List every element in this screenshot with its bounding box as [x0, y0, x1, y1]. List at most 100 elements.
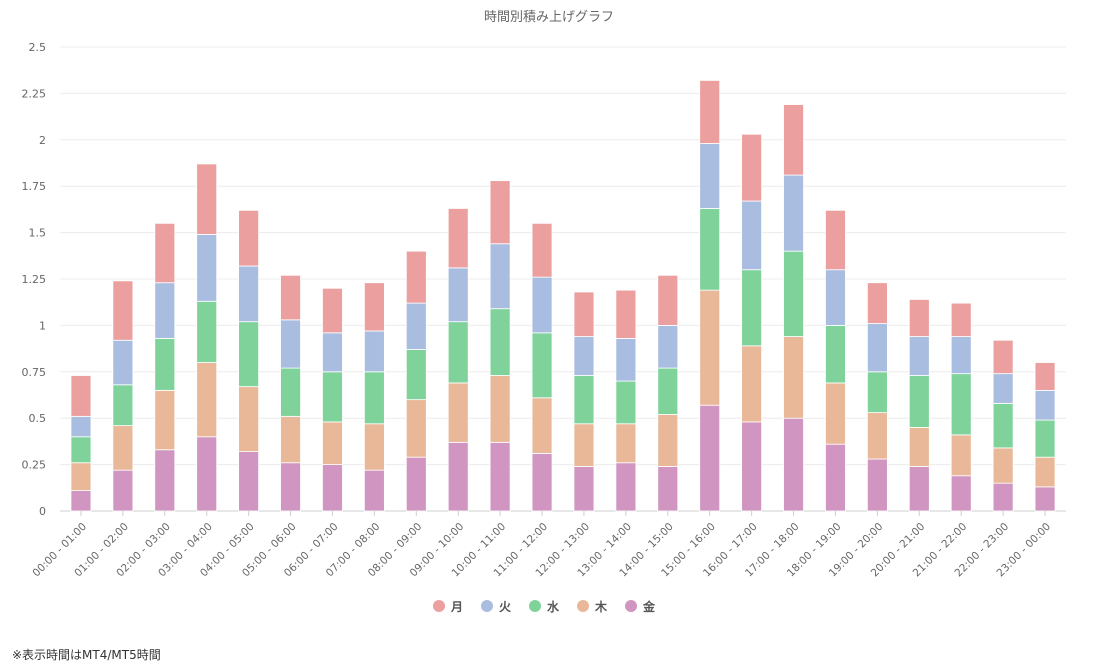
bar-segment[interactable] [866, 458, 888, 512]
bar-segment[interactable] [992, 373, 1014, 404]
bar-stack[interactable] [447, 208, 469, 512]
bar-stack[interactable] [322, 287, 343, 512]
bar-segment[interactable] [1034, 456, 1056, 488]
bar-segment[interactable] [950, 434, 972, 477]
bar-segment[interactable] [1034, 419, 1056, 458]
bar-stack[interactable] [992, 339, 1014, 512]
bar-stack[interactable] [112, 280, 134, 512]
bar-segment[interactable] [154, 222, 176, 284]
bar-stack[interactable] [531, 222, 553, 512]
legend[interactable]: 月火水木金 [433, 599, 656, 614]
bar-segment[interactable] [531, 222, 553, 278]
bar-segment[interactable] [196, 163, 218, 235]
bar-segment[interactable] [70, 375, 92, 417]
bar-segment[interactable] [280, 462, 301, 512]
bar-stack[interactable] [866, 282, 888, 512]
bar-stack[interactable] [405, 250, 427, 512]
bar-segment[interactable] [489, 375, 511, 443]
bar-segment[interactable] [112, 425, 134, 471]
bar-segment[interactable] [615, 289, 637, 339]
bar-stack[interactable] [238, 209, 260, 512]
bar-segment[interactable] [741, 269, 763, 347]
legend-item[interactable]: 金 [625, 599, 656, 614]
bar-segment[interactable] [699, 208, 721, 291]
bar-segment[interactable] [531, 453, 553, 512]
bar-segment[interactable] [489, 180, 511, 245]
bar-segment[interactable] [657, 367, 679, 415]
bar-segment[interactable] [447, 208, 469, 269]
bar-segment[interactable] [112, 469, 134, 512]
bar-segment[interactable] [1034, 389, 1056, 421]
bar-segment[interactable] [322, 371, 343, 423]
bar-stack[interactable] [70, 375, 92, 512]
bar-segment[interactable] [531, 332, 553, 399]
bar-segment[interactable] [783, 250, 804, 337]
bar-segment[interactable] [908, 375, 930, 428]
bar-segment[interactable] [699, 143, 721, 209]
bar-segment[interactable] [70, 436, 92, 464]
bar-segment[interactable] [992, 339, 1014, 375]
bar-segment[interactable] [154, 337, 176, 391]
bar-segment[interactable] [531, 276, 553, 334]
bar-segment[interactable] [238, 265, 260, 323]
bar-segment[interactable] [699, 80, 721, 144]
bar-segment[interactable] [405, 456, 427, 512]
bar-segment[interactable] [699, 289, 721, 406]
bar-segment[interactable] [908, 466, 930, 512]
bar-segment[interactable] [699, 404, 721, 512]
bar-segment[interactable] [908, 427, 930, 467]
bar-segment[interactable] [280, 274, 301, 321]
bar-segment[interactable] [573, 291, 595, 337]
bar-segment[interactable] [657, 466, 679, 512]
bar-segment[interactable] [908, 299, 930, 337]
bar-segment[interactable] [866, 371, 888, 414]
bar-segment[interactable] [196, 362, 218, 438]
bar-segment[interactable] [154, 389, 176, 451]
bar-segment[interactable] [825, 443, 846, 512]
bar-segment[interactable] [950, 336, 972, 375]
bar-segment[interactable] [866, 323, 888, 373]
legend-item[interactable]: 月 [433, 600, 463, 614]
bar-segment[interactable] [447, 321, 469, 384]
bar-segment[interactable] [363, 423, 385, 471]
bar-segment[interactable] [992, 447, 1014, 484]
bar-stack[interactable] [699, 80, 721, 512]
bar-segment[interactable] [322, 287, 343, 334]
bar-segment[interactable] [783, 104, 804, 176]
bar-segment[interactable] [154, 282, 176, 339]
bar-segment[interactable] [238, 209, 260, 267]
bar-segment[interactable] [280, 415, 301, 464]
bar-segment[interactable] [615, 380, 637, 425]
bar-segment[interactable] [447, 267, 469, 323]
bar-stack[interactable] [615, 289, 637, 512]
bar-segment[interactable] [447, 441, 469, 512]
bar-segment[interactable] [70, 490, 92, 512]
bar-segment[interactable] [950, 475, 972, 512]
bar-stack[interactable] [363, 282, 385, 512]
bar-segment[interactable] [363, 469, 385, 512]
bar-segment[interactable] [573, 336, 595, 376]
bar-segment[interactable] [866, 282, 888, 324]
bar-stack[interactable] [280, 274, 301, 512]
bar-segment[interactable] [405, 250, 427, 304]
bar-segment[interactable] [363, 371, 385, 425]
bar-segment[interactable] [70, 415, 92, 438]
bar-segment[interactable] [363, 330, 385, 373]
bar-segment[interactable] [825, 269, 846, 326]
bar-stack[interactable] [573, 291, 595, 512]
bar-segment[interactable] [489, 308, 511, 376]
bar-stack[interactable] [783, 104, 804, 512]
bar-segment[interactable] [741, 421, 763, 512]
legend-item[interactable]: 火 [481, 600, 512, 614]
bar-segment[interactable] [405, 302, 427, 350]
bar-segment[interactable] [1034, 362, 1056, 391]
bar-segment[interactable] [615, 423, 637, 464]
bar-segment[interactable] [573, 466, 595, 512]
bar-segment[interactable] [112, 384, 134, 427]
bar-segment[interactable] [908, 336, 930, 376]
bar-segment[interactable] [615, 337, 637, 382]
legend-item[interactable]: 木 [577, 599, 608, 614]
bar-segment[interactable] [741, 200, 763, 271]
bar-segment[interactable] [573, 423, 595, 467]
bar-segment[interactable] [825, 382, 846, 445]
